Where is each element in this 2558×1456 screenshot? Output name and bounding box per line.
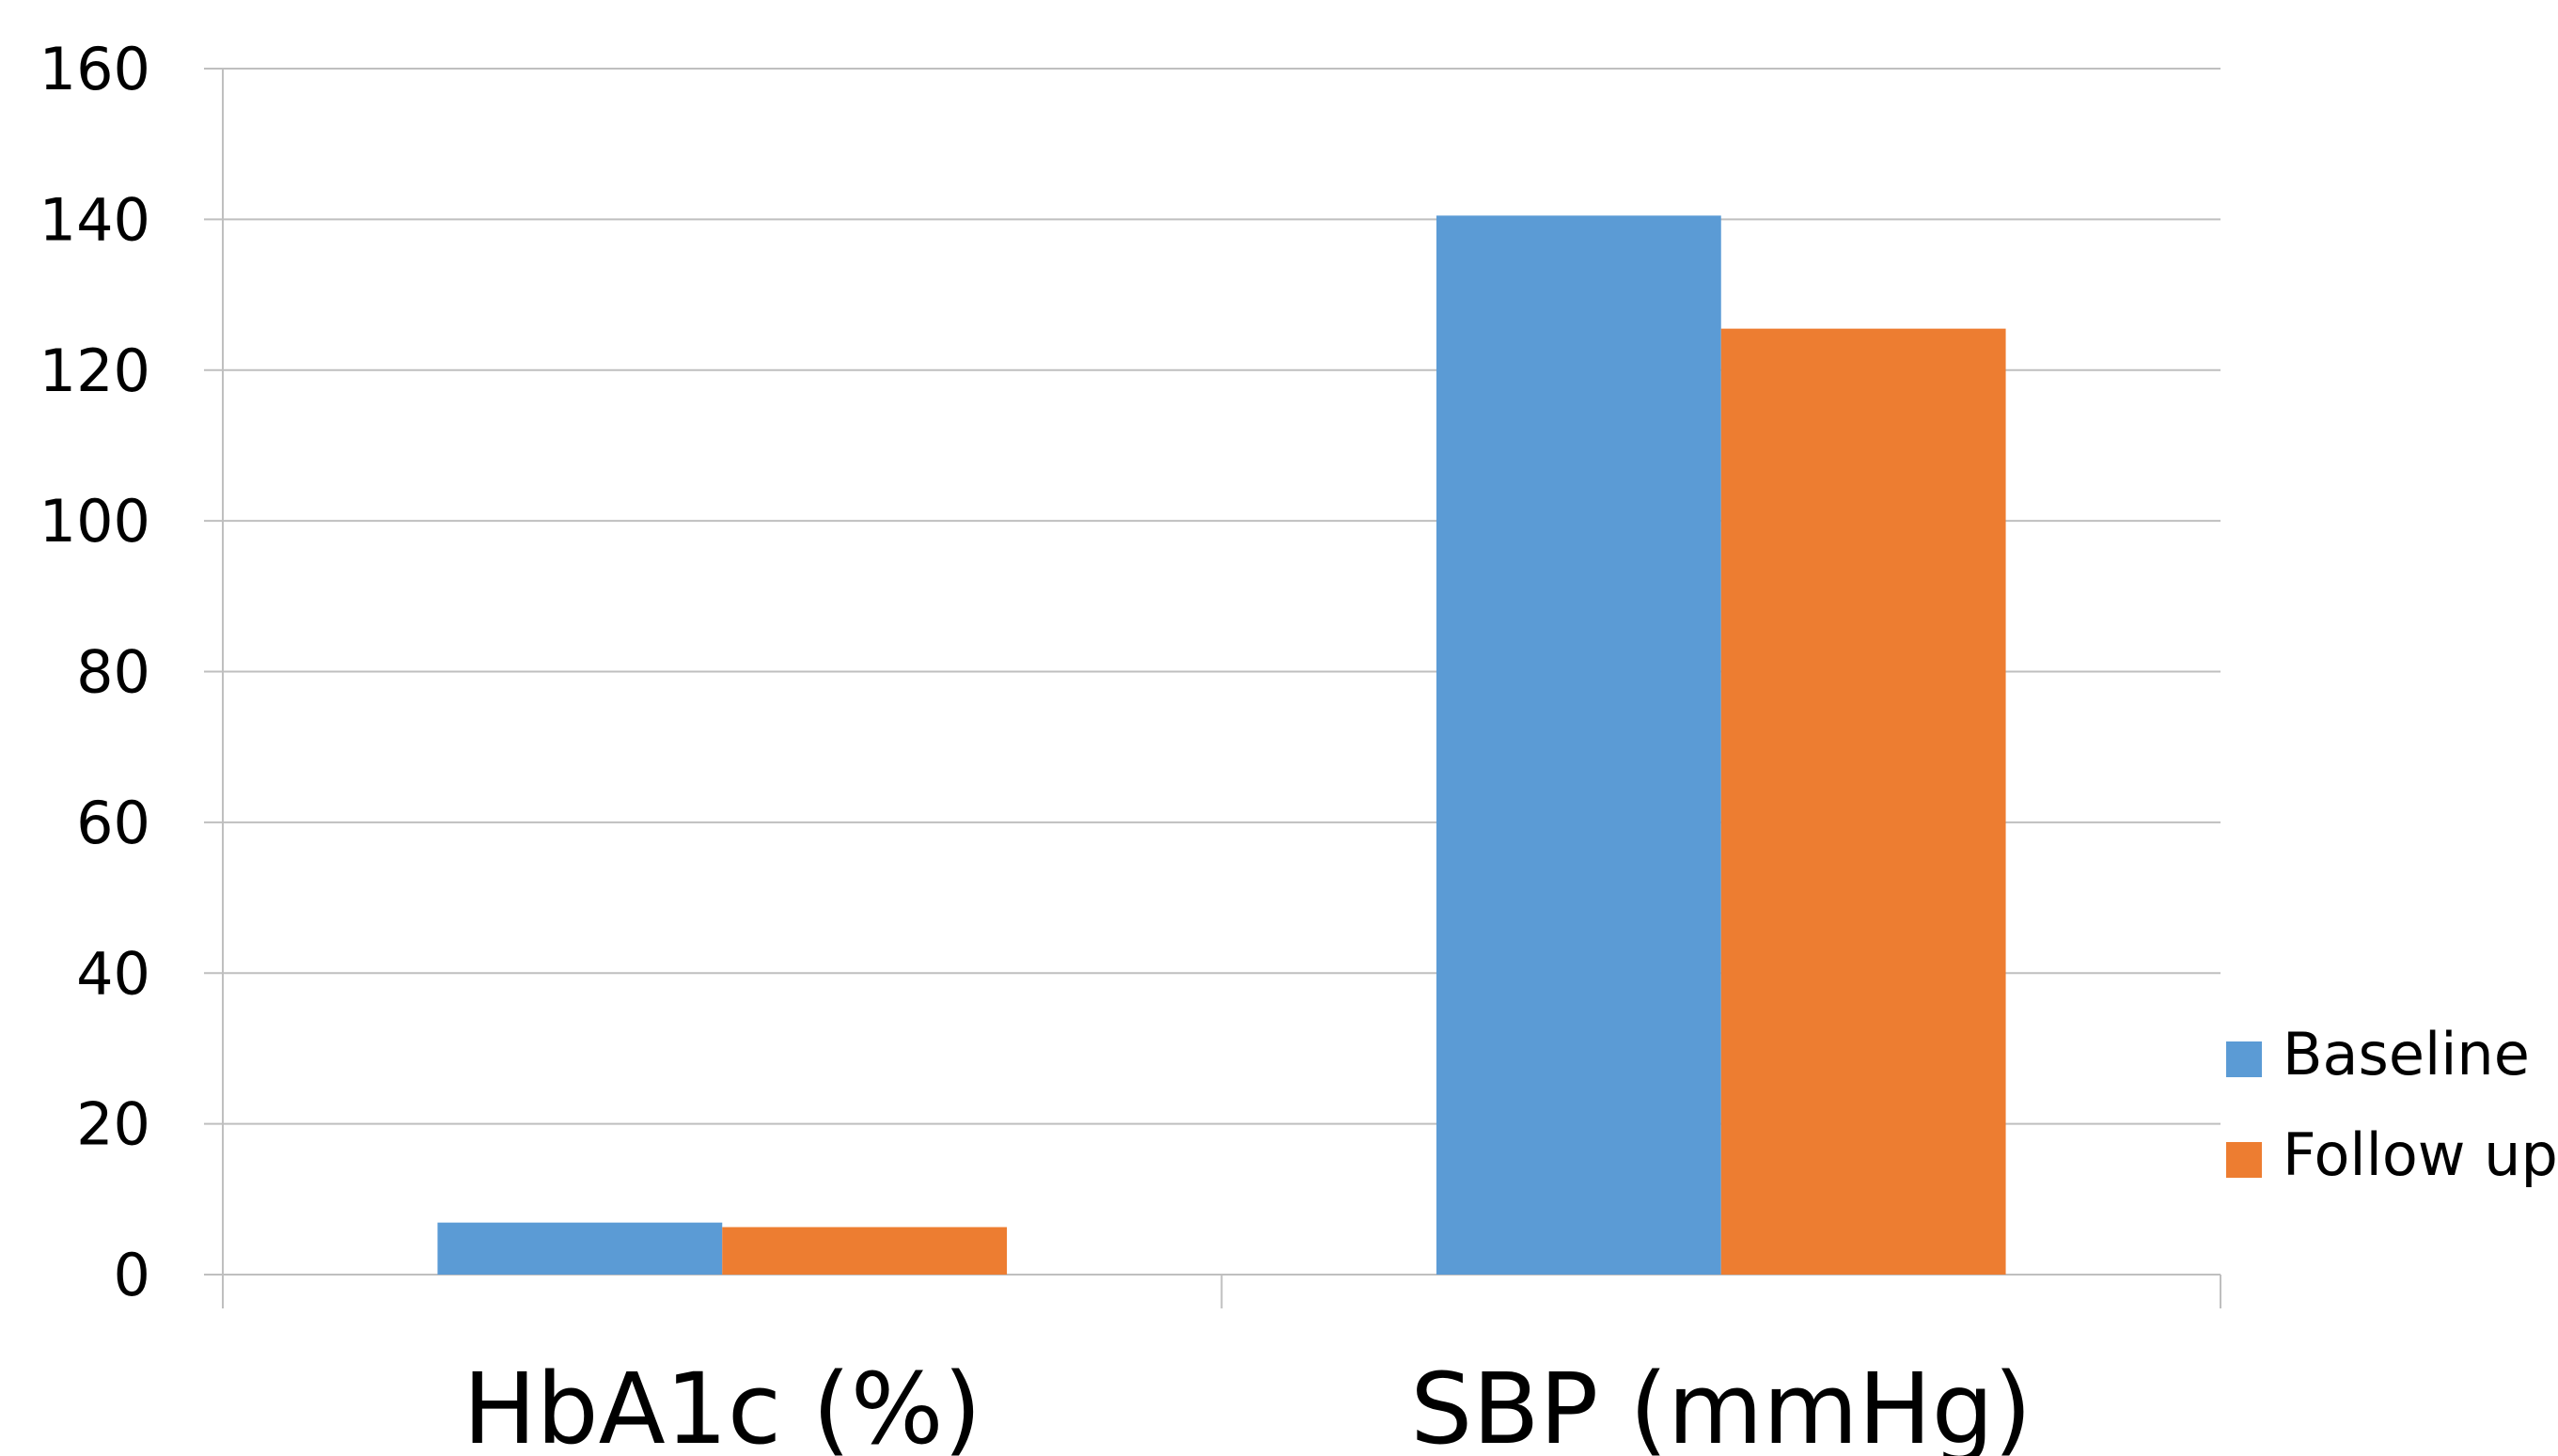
gridlines <box>204 68 2221 1276</box>
x-category-label: HbA1c (%) <box>463 1352 981 1456</box>
legend-swatch-baseline <box>2226 1041 2262 1077</box>
y-tick-label: 0 <box>114 1241 150 1309</box>
y-tick-label: 60 <box>76 789 150 857</box>
legend-swatch-follow-up <box>2226 1142 2262 1178</box>
legend: Baseline Follow up <box>2226 1020 2558 1189</box>
bar-baseline-0 <box>437 1222 723 1275</box>
x-category-labels: HbA1c (%) SBP (mmHg) <box>463 1352 2032 1456</box>
legend-label: Follow up <box>2283 1120 2558 1189</box>
y-tick-labels: 0 20 40 60 80 100 120 140 160 <box>39 35 150 1309</box>
bar-follow-up-1 <box>1720 328 2006 1276</box>
y-tick-label: 100 <box>39 487 150 556</box>
x-category-label: SBP (mmHg) <box>1410 1352 2032 1456</box>
y-tick-label: 20 <box>76 1090 150 1159</box>
y-tick-label: 80 <box>76 638 150 707</box>
y-tick-label: 140 <box>39 185 150 254</box>
bar-baseline-1 <box>1436 215 1721 1276</box>
y-tick-label: 40 <box>76 939 150 1008</box>
axes <box>222 69 2221 1308</box>
bars <box>437 215 2006 1276</box>
y-tick-label: 120 <box>39 337 150 405</box>
legend-label: Baseline <box>2283 1020 2530 1088</box>
bar-follow-up-0 <box>722 1227 1008 1275</box>
y-tick-label: 160 <box>39 35 150 103</box>
